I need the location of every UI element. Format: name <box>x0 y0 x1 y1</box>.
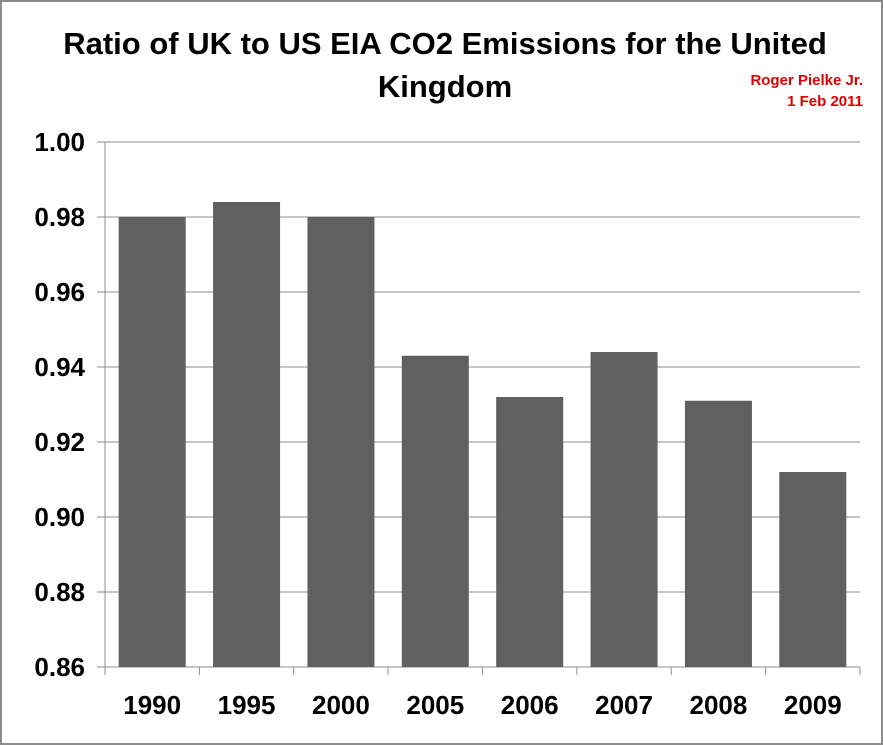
bar-2006 <box>496 397 564 667</box>
y-tick-label: 0.90 <box>34 502 85 532</box>
y-tick-label: 1.00 <box>34 127 85 157</box>
bar-2007 <box>590 352 658 667</box>
x-tick-label: 2009 <box>784 690 842 720</box>
x-tick-label: 2007 <box>595 690 653 720</box>
bar-2000 <box>307 217 375 667</box>
y-tick-label: 0.98 <box>34 202 85 232</box>
bar-2005 <box>401 355 469 667</box>
y-tick-label: 0.94 <box>34 352 85 382</box>
x-tick-label: 1995 <box>218 690 276 720</box>
x-tick-label: 2006 <box>501 690 559 720</box>
annotation-author: Roger Pielke Jr. <box>750 72 863 89</box>
chart-annotation: Roger Pielke Jr. 1 Feb 2011 <box>750 70 863 112</box>
bar-1990 <box>118 217 186 667</box>
x-tick-label: 1990 <box>123 690 181 720</box>
y-tick-label: 0.86 <box>34 652 85 682</box>
bar-2008 <box>684 400 752 667</box>
x-tick-label: 2000 <box>312 690 370 720</box>
y-tick-label: 0.92 <box>34 427 85 457</box>
chart-title: Ratio of UK to US EIA CO2 Emissions for … <box>63 26 827 104</box>
x-tick-label: 2005 <box>406 690 464 720</box>
bar-2009 <box>779 472 847 667</box>
y-tick-label: 0.96 <box>34 277 85 307</box>
x-tick-label: 2008 <box>690 690 748 720</box>
annotation-date: 1 Feb 2011 <box>787 93 863 110</box>
y-tick-label: 0.88 <box>34 577 85 607</box>
bar-1995 <box>213 202 281 667</box>
